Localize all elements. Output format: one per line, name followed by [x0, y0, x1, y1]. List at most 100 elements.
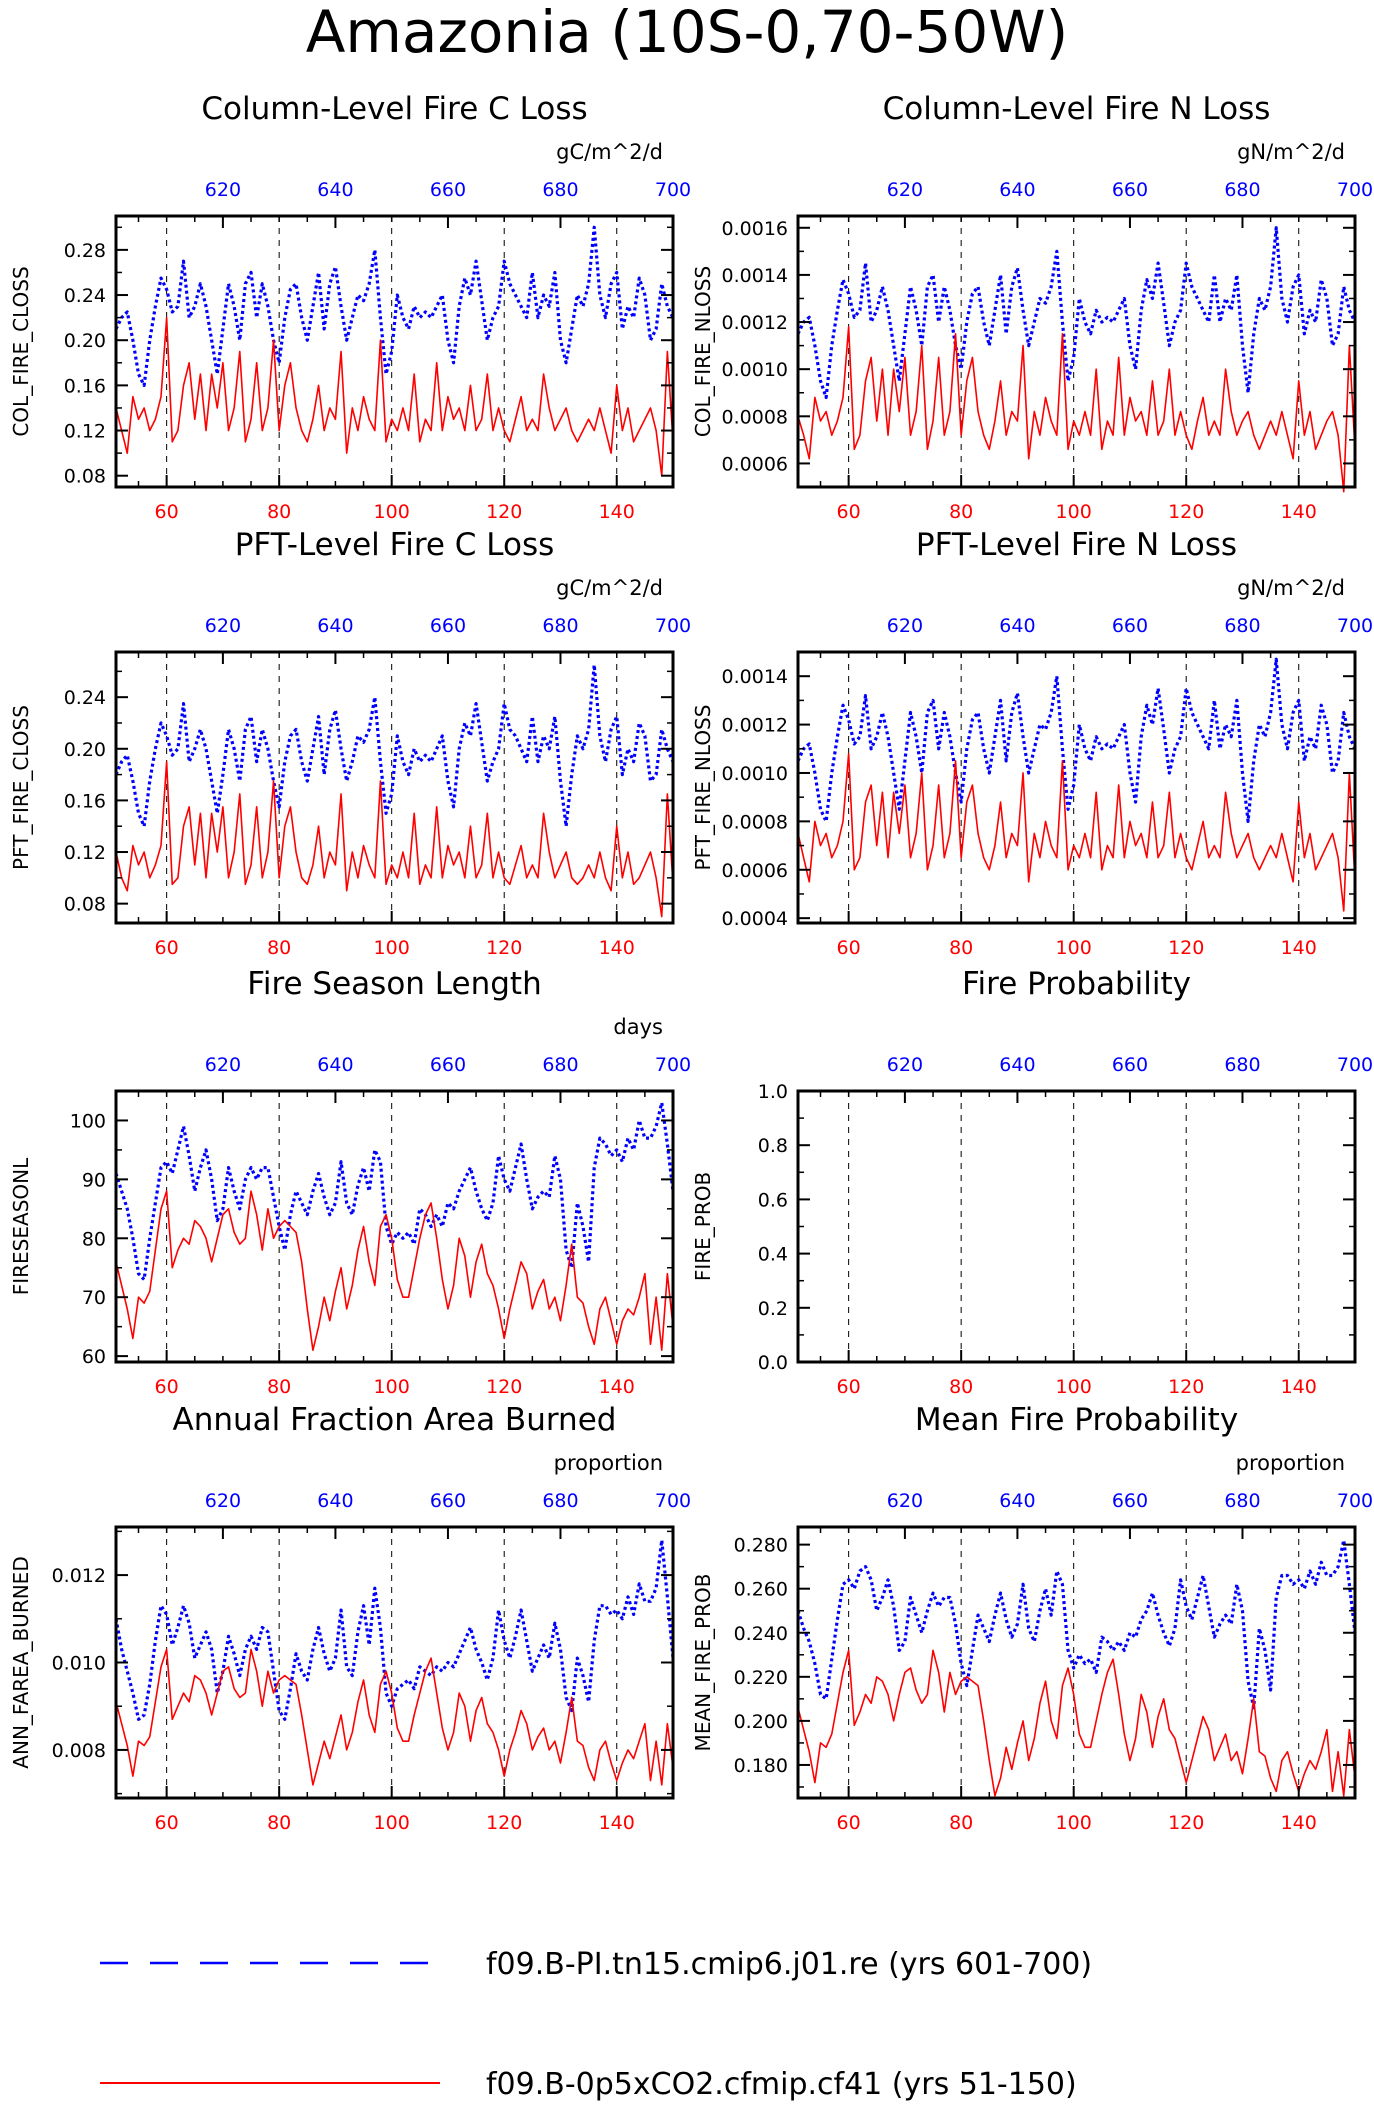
x-tick-label-top: 660	[430, 1054, 466, 1076]
x-tick-label-top: 700	[1337, 179, 1373, 201]
series-line-control	[114, 663, 675, 828]
units-label: gC/m^2/d	[556, 140, 663, 164]
x-tick-label-bottom: 120	[1168, 1812, 1204, 1834]
x-tick-label-top: 680	[1224, 179, 1260, 201]
x-tick-label-top: 620	[205, 615, 241, 637]
y-tick-label: 0.16	[64, 375, 106, 397]
y-axis-label: PFT_FIRE_CLOSS	[9, 705, 33, 870]
series-line-experiment	[115, 1190, 674, 1352]
x-tick-label-bottom: 100	[1056, 1812, 1092, 1834]
y-tick-label: 0.28	[64, 240, 106, 262]
x-tick-label-bottom: 80	[949, 937, 973, 959]
x-tick-label-bottom: 60	[837, 937, 861, 959]
chart-panels: Column-Level Fire C Loss gC/m^2/d 0.08 0.12…	[9, 91, 1373, 1834]
x-tick-label-bottom: 80	[267, 1376, 291, 1398]
x-tick-label-top: 640	[999, 615, 1035, 637]
x-tick-label-top: 700	[1337, 1490, 1373, 1512]
panel-title: Annual Fraction Area Burned	[173, 1402, 617, 1438]
y-tick-label: 0.0	[758, 1352, 788, 1374]
y-tick-label: 0.0008	[722, 811, 788, 833]
x-tick-label-bottom: 60	[155, 1812, 179, 1834]
y-tick-label: 0.200	[734, 1711, 788, 1733]
panel-7: Annual Fraction Area Burned proportion 0.0…	[9, 1402, 691, 1834]
series-line-control	[796, 1538, 1357, 1710]
x-tick-label-bottom: 140	[1281, 1812, 1317, 1834]
x-tick-label-bottom: 100	[1056, 937, 1092, 959]
y-tick-label: 0.08	[64, 466, 106, 488]
panel-1: Column-Level Fire C Loss gC/m^2/d 0.08 0.12…	[9, 91, 691, 523]
y-tick-label: 0.0006	[722, 860, 788, 882]
plot-frame	[114, 1089, 675, 1364]
x-tick-label-top: 660	[1112, 179, 1148, 201]
x-tick-label-top: 700	[1337, 615, 1373, 637]
y-tick-label: 0.6	[758, 1189, 788, 1211]
x-tick-label-top: 680	[1224, 615, 1260, 637]
y-tick-label: 0.280	[734, 1535, 788, 1557]
series-line-control	[114, 1538, 675, 1721]
units-label: gC/m^2/d	[556, 576, 663, 600]
x-tick-label-top: 640	[317, 615, 353, 637]
x-tick-label-bottom: 100	[374, 937, 410, 959]
y-tick-label: 0.12	[64, 842, 106, 864]
series-line-control	[796, 226, 1357, 400]
panel-title: Fire Season Length	[247, 966, 541, 1002]
units-label: proportion	[554, 1451, 663, 1475]
x-tick-label-top: 660	[1112, 615, 1148, 637]
y-axis-label: FIRE_PROB	[691, 1172, 715, 1281]
series-line-experiment	[115, 316, 674, 477]
y-tick-label: 0.0006	[722, 453, 788, 475]
x-tick-label-bottom: 120	[486, 1376, 522, 1398]
y-tick-label: 0.0012	[722, 715, 788, 737]
x-tick-label-bottom: 100	[374, 1812, 410, 1834]
y-tick-label: 0.8	[758, 1135, 788, 1157]
series-line-experiment	[115, 760, 674, 918]
x-tick-label-bottom: 120	[1168, 1376, 1204, 1398]
y-tick-label: 0.0016	[722, 218, 788, 240]
x-tick-label-top: 620	[205, 179, 241, 201]
y-tick-label: 0.0010	[722, 763, 788, 785]
y-tick-label: 60	[82, 1346, 106, 1368]
y-tick-label: 0.0014	[722, 666, 788, 688]
y-axis-label: MEAN_FIRE_PROB	[691, 1574, 715, 1752]
x-tick-label-top: 680	[542, 179, 578, 201]
figure-title: Amazonia (10S-0,70-50W)	[306, 0, 1069, 66]
y-tick-label: 0.0014	[722, 265, 788, 287]
series-line-experiment	[797, 325, 1356, 493]
x-tick-label-bottom: 80	[267, 1812, 291, 1834]
y-axis-label: ANN_FAREA_BURNED	[9, 1556, 33, 1768]
x-tick-label-top: 640	[317, 1054, 353, 1076]
y-tick-label: 0.0012	[722, 312, 788, 334]
panel-title: PFT-Level Fire C Loss	[235, 527, 555, 563]
x-tick-label-top: 640	[999, 1490, 1035, 1512]
y-tick-label: 70	[82, 1287, 106, 1309]
x-tick-label-bottom: 80	[949, 1376, 973, 1398]
y-tick-label: 0.20	[64, 330, 106, 352]
x-tick-label-bottom: 140	[599, 1376, 635, 1398]
series-line-experiment	[115, 1648, 674, 1786]
x-tick-label-bottom: 60	[155, 501, 179, 523]
plot-frame	[114, 214, 675, 489]
y-axis-label: FIRESEASONL	[9, 1157, 33, 1295]
x-tick-label-top: 620	[205, 1054, 241, 1076]
x-tick-label-bottom: 140	[1281, 937, 1317, 959]
units-label: gN/m^2/d	[1237, 576, 1345, 600]
panel-title: Mean Fire Probability	[915, 1402, 1238, 1438]
plot-frame	[796, 650, 1357, 925]
x-tick-label-bottom: 60	[155, 1376, 179, 1398]
y-tick-label: 0.010	[52, 1653, 106, 1675]
x-tick-label-bottom: 100	[374, 501, 410, 523]
x-tick-label-top: 700	[655, 615, 691, 637]
y-tick-label: 0.0008	[722, 406, 788, 428]
x-tick-label-top: 620	[887, 1490, 923, 1512]
y-tick-label: 0.4	[758, 1244, 788, 1266]
y-tick-label: 0.08	[64, 894, 106, 916]
panel-8: Mean Fire Probability proportion 0.180 0.20…	[691, 1402, 1373, 1834]
legend-label-experiment: f09.B-0p5xCO2.cfmip.cf41 (yrs 51-150)	[486, 2067, 1077, 2102]
y-axis-label: COL_FIRE_NLOSS	[691, 266, 715, 437]
x-tick-label-bottom: 140	[1281, 501, 1317, 523]
panel-2: Column-Level Fire N Loss gN/m^2/d 0.0006 0.…	[691, 91, 1373, 523]
x-tick-label-bottom: 120	[486, 501, 522, 523]
y-tick-label: 0.180	[734, 1755, 788, 1777]
x-tick-label-bottom: 80	[949, 501, 973, 523]
